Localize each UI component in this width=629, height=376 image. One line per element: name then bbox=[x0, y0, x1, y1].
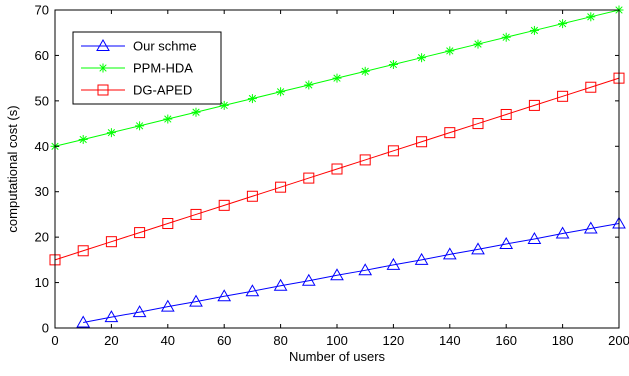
legend-marker bbox=[98, 63, 108, 73]
data-point bbox=[444, 127, 456, 139]
axis-ticks: 0 20 40 60 80 100 120 140 160 180 200 0 10 20 30 40 50 60… bbox=[35, 3, 629, 349]
x-tick-label: 0 bbox=[51, 333, 58, 348]
y-tick-label: 60 bbox=[35, 48, 49, 63]
series-our-schme bbox=[76, 216, 626, 328]
data-point bbox=[304, 80, 314, 90]
data-point bbox=[217, 289, 232, 302]
data-point bbox=[527, 231, 542, 244]
y-tick-label: 30 bbox=[35, 184, 49, 199]
data-point bbox=[529, 25, 539, 35]
data-point bbox=[499, 236, 514, 249]
data-point bbox=[360, 66, 370, 76]
data-point bbox=[359, 154, 371, 166]
data-point bbox=[388, 60, 398, 70]
data-point bbox=[555, 226, 570, 239]
data-point bbox=[303, 172, 315, 184]
data-point bbox=[557, 90, 569, 102]
data-point bbox=[135, 121, 145, 131]
series-line bbox=[83, 223, 620, 324]
data-point bbox=[473, 39, 483, 49]
data-point bbox=[76, 315, 91, 328]
data-point bbox=[132, 305, 147, 318]
data-point bbox=[472, 118, 484, 130]
data-point bbox=[417, 53, 427, 63]
data-point bbox=[386, 257, 401, 270]
data-point bbox=[500, 108, 512, 120]
y-tick-label: 40 bbox=[35, 139, 49, 154]
y-tick-label: 0 bbox=[42, 321, 49, 336]
y-tick-label: 50 bbox=[35, 93, 49, 108]
data-point bbox=[134, 227, 146, 239]
data-point bbox=[191, 107, 201, 117]
data-point bbox=[301, 273, 316, 286]
x-tick-label: 80 bbox=[273, 333, 287, 348]
data-point bbox=[246, 190, 258, 202]
data-point bbox=[77, 245, 89, 257]
series-line bbox=[54, 77, 620, 261]
data-point bbox=[358, 263, 373, 276]
data-point bbox=[414, 252, 429, 265]
y-axis-label: computational cost (s) bbox=[5, 105, 20, 232]
x-tick-label: 60 bbox=[217, 333, 231, 348]
data-point bbox=[416, 136, 428, 148]
x-axis-label: Number of users bbox=[289, 349, 386, 364]
x-tick-label: 40 bbox=[161, 333, 175, 348]
data-point bbox=[247, 94, 257, 104]
data-point bbox=[586, 12, 596, 22]
legend-entry: PPM-HDA bbox=[81, 61, 193, 76]
x-tick-label: 180 bbox=[552, 333, 574, 348]
data-point bbox=[189, 294, 203, 307]
data-point bbox=[273, 278, 288, 291]
x-tick-label: 140 bbox=[439, 333, 461, 348]
data-point bbox=[445, 46, 455, 56]
data-point bbox=[106, 128, 116, 138]
data-point bbox=[105, 236, 117, 248]
legend-marker bbox=[97, 84, 109, 96]
data-point bbox=[331, 163, 343, 175]
data-point bbox=[162, 218, 174, 230]
data-point bbox=[558, 19, 568, 29]
data-point bbox=[387, 145, 399, 157]
x-tick-label: 100 bbox=[326, 333, 348, 348]
x-tick-label: 20 bbox=[104, 333, 118, 348]
x-tick-label: 200 bbox=[608, 333, 629, 348]
data-point bbox=[163, 114, 173, 124]
data-point bbox=[585, 81, 597, 93]
x-tick-label: 160 bbox=[495, 333, 517, 348]
data-point bbox=[501, 32, 511, 42]
legend-label: DG-APED bbox=[133, 83, 192, 98]
data-point bbox=[583, 221, 598, 234]
y-tick-label: 70 bbox=[35, 3, 49, 18]
data-point bbox=[78, 134, 88, 144]
data-point bbox=[332, 73, 342, 83]
series-dg-aped bbox=[49, 72, 625, 266]
x-tick-label: 120 bbox=[383, 333, 405, 348]
legend: Our schme PPM-HDA DG-APED bbox=[72, 31, 222, 105]
data-point bbox=[275, 181, 287, 193]
y-tick-label: 10 bbox=[35, 275, 49, 290]
data-point bbox=[219, 100, 229, 110]
data-point bbox=[276, 87, 286, 97]
data-point bbox=[330, 268, 344, 281]
legend-entry: DG-APED bbox=[81, 83, 192, 98]
data-point bbox=[160, 299, 175, 312]
data-point bbox=[190, 208, 202, 220]
legend-marker bbox=[96, 38, 110, 51]
data-point bbox=[528, 99, 540, 111]
data-point bbox=[442, 247, 457, 260]
legend-entry: Our schme bbox=[81, 39, 197, 54]
y-tick-label: 20 bbox=[35, 230, 49, 245]
data-point bbox=[245, 284, 260, 297]
legend-label: Our schme bbox=[133, 39, 197, 54]
data-point bbox=[471, 242, 485, 255]
data-point bbox=[218, 199, 230, 211]
legend-label: PPM-HDA bbox=[133, 61, 193, 76]
data-point bbox=[104, 310, 119, 323]
